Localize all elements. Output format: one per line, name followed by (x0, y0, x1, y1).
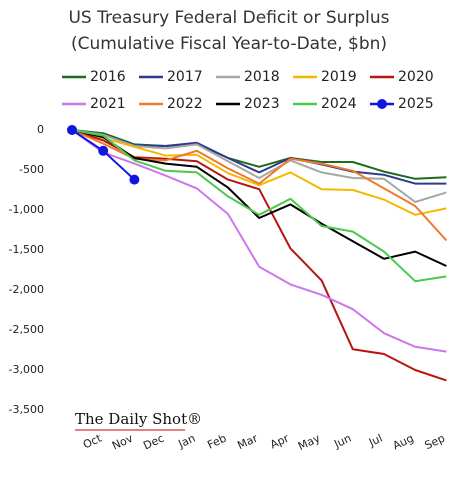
x-tick-label: Apr (268, 431, 291, 451)
y-tick-label: -500 (19, 163, 44, 176)
legend-label: 2016 (90, 69, 126, 85)
x-tick-label: Dec (141, 432, 166, 453)
y-tick-label: 0 (37, 123, 44, 136)
series-line (71, 129, 447, 353)
y-tick-label: -2,500 (9, 323, 44, 336)
x-tick-label: Aug (391, 432, 416, 453)
legend-label: 2018 (244, 69, 280, 85)
series-marker (129, 174, 140, 185)
legend-label: 2025 (398, 96, 434, 112)
legend-label: 2021 (90, 96, 126, 112)
x-tick-label: Feb (205, 432, 228, 452)
x-tick-label: Jul (366, 432, 384, 450)
series-marker (98, 145, 109, 156)
chart-title: US Treasury Federal Deficit or Surplus (68, 8, 389, 28)
series-line (71, 129, 447, 267)
series-line (71, 129, 447, 283)
x-tick-label: Mar (235, 431, 260, 452)
legend-label: 2022 (167, 96, 203, 112)
x-tick-label: Jan (176, 432, 198, 451)
legend-label: 2020 (398, 69, 434, 85)
x-tick-label: Oct (81, 431, 104, 451)
series-line (71, 129, 447, 216)
legend-label: 2024 (321, 96, 357, 112)
watermark: The Daily Shot® (75, 410, 202, 428)
chart-subtitle: (Cumulative Fiscal Year-to-Date, $bn) (71, 34, 387, 54)
x-tick-label: Sep (423, 432, 447, 453)
y-tick-label: -3,500 (9, 403, 44, 416)
x-tick-label: Jun (331, 432, 353, 451)
y-tick-label: -3,000 (9, 363, 44, 376)
y-tick-label: -2,000 (9, 283, 44, 296)
y-tick-label: -1,000 (9, 203, 44, 216)
x-tick-label: May (296, 431, 323, 453)
legend-label: 2023 (244, 96, 280, 112)
x-tick-label: Nov (110, 431, 135, 452)
legend-label: 2017 (167, 69, 203, 85)
series-marker (67, 125, 77, 135)
legend-marker (377, 99, 387, 109)
legend-label: 2019 (321, 69, 357, 85)
y-tick-label: -1,500 (9, 243, 44, 256)
